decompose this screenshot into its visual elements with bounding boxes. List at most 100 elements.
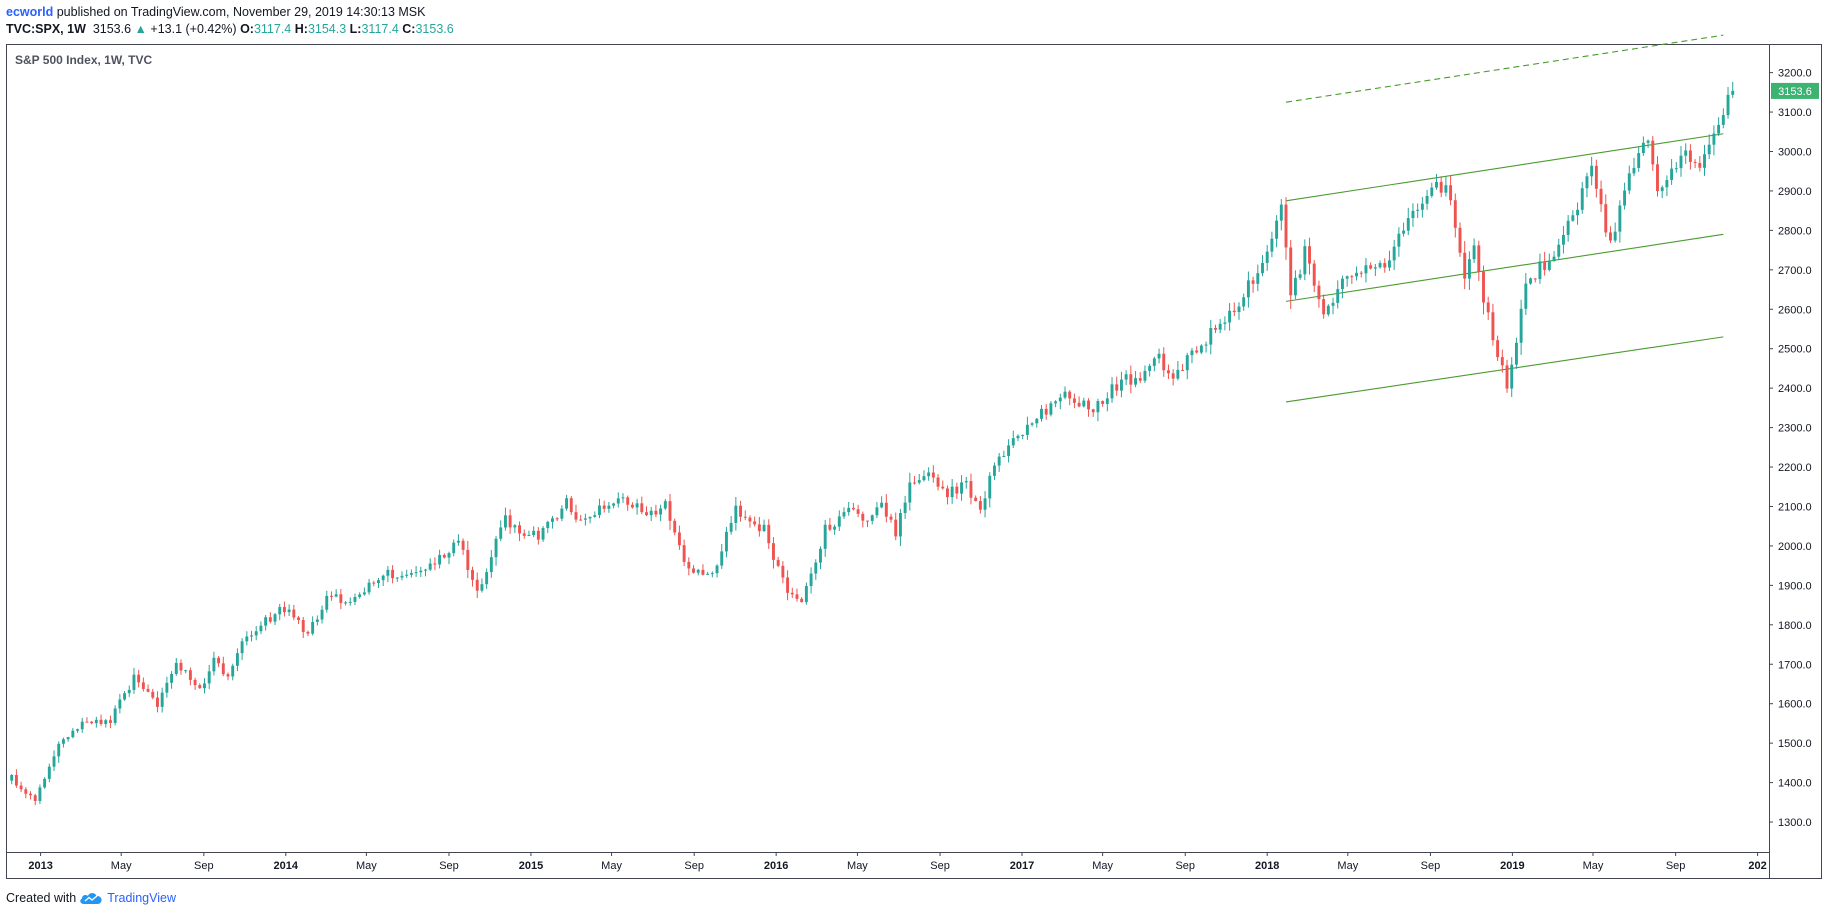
candle-down (1284, 204, 1288, 248)
tradingview-link[interactable]: TradingView (107, 891, 176, 905)
candle-up (503, 515, 507, 528)
candle-up (76, 729, 79, 731)
candle-up (1204, 344, 1208, 346)
candle-down (1491, 312, 1495, 341)
candle-up (334, 594, 338, 597)
price-tick-label: 1500.0 (1778, 738, 1812, 750)
candle-down (866, 520, 869, 522)
candle-down (1599, 188, 1603, 205)
price-axis[interactable]: 1300.0 1400.0 1500.0 1600.0 1700.0 1800.0 1900… (1769, 68, 1812, 829)
candle-up (1378, 263, 1382, 268)
dashed-trend-line[interactable] (1285, 34, 1724, 103)
candle-up (621, 497, 625, 499)
candle-up (583, 518, 587, 520)
candle-up (1223, 322, 1227, 324)
candle-up (1731, 90, 1735, 95)
candle-up (729, 522, 733, 532)
time-axis[interactable]: 2013 May Sep 2014 May Sep 2015 May Sep 2016 May Sep… (28, 852, 1767, 872)
candle-up (1124, 374, 1128, 380)
candle-up (203, 683, 206, 689)
candle-up (1397, 233, 1401, 247)
time-tick-label: May (1092, 860, 1113, 872)
price-tick-label: 2100.0 (1778, 501, 1812, 513)
candle-down (442, 554, 446, 558)
candle-up (706, 573, 710, 575)
candle-down (1072, 398, 1076, 403)
price-tick-label: 2400.0 (1778, 383, 1812, 395)
candle-down (1500, 357, 1504, 366)
candle-down (889, 516, 893, 520)
candle-down (955, 486, 959, 494)
candle-up (278, 607, 282, 615)
candle-down (1171, 373, 1175, 379)
low-label: L: (349, 22, 362, 36)
publish-line: ecworld published on TradingView.com, No… (6, 4, 425, 20)
candle-up (1472, 245, 1476, 260)
candle-up (1049, 403, 1053, 415)
candle-down (1486, 302, 1490, 313)
candle-up (1670, 168, 1674, 181)
candle-up (724, 531, 728, 552)
candle-down (739, 505, 743, 517)
candle-up (870, 515, 874, 521)
candle-down (301, 620, 305, 632)
candle-up (1185, 355, 1189, 371)
candle-down (1101, 401, 1105, 404)
candle-down (1656, 164, 1659, 192)
candle-down (682, 545, 686, 562)
candle-down (1129, 374, 1133, 385)
candle-up (1425, 195, 1429, 204)
candle-up (273, 614, 277, 622)
candle-down (602, 505, 606, 509)
candle-down (861, 513, 865, 521)
candle-up (1082, 400, 1086, 407)
candle-down (1698, 162, 1702, 168)
time-tick-label: Sep (1666, 860, 1686, 872)
time-tick-label: May (111, 860, 132, 872)
candle-up (1246, 280, 1250, 298)
ohlc-legend: TVC:SPX, 1W 3153.6 ▲ +13.1 (+0.42%) O:31… (6, 21, 454, 37)
candle-down (748, 517, 752, 522)
price-tick-label: 2500.0 (1778, 344, 1812, 356)
candle-down (687, 561, 691, 569)
candle-up (1096, 401, 1100, 413)
candle-up (66, 737, 70, 740)
candle-down (391, 569, 395, 579)
candle-down (772, 543, 775, 560)
candle-up (10, 775, 14, 781)
candle-down (1609, 232, 1612, 241)
channel-line[interactable] (1285, 336, 1724, 403)
candle-up (1054, 401, 1058, 404)
candle-up (118, 699, 122, 709)
candle-up (71, 730, 75, 738)
candle-up (1402, 230, 1406, 234)
time-tick-label: Sep (930, 860, 950, 872)
candle-up (513, 525, 517, 528)
candle-up (1411, 210, 1415, 219)
high-label: H: (294, 22, 308, 36)
candle-down (743, 516, 747, 518)
price-tick-label: 2700.0 (1778, 265, 1812, 277)
price-tick-label: 2800.0 (1778, 225, 1812, 237)
low-value: 3117.4 (361, 22, 399, 36)
candle-up (1336, 289, 1340, 303)
candle-up (696, 569, 700, 573)
candle-up (1707, 144, 1711, 155)
channel-line[interactable] (1285, 133, 1724, 202)
candle-up (997, 456, 1001, 466)
candle-up (715, 565, 719, 574)
candle-up (903, 502, 907, 514)
candle-up (1420, 203, 1424, 210)
candle-down (198, 685, 202, 689)
candle-up (353, 596, 357, 602)
author-link[interactable]: ecworld (6, 5, 54, 19)
candle-up (1355, 272, 1359, 277)
price-tick-label: 1400.0 (1778, 778, 1812, 790)
candle-down (894, 519, 898, 537)
candle-up (1430, 187, 1434, 196)
candle-up (1016, 435, 1020, 439)
close-label: C: (402, 22, 416, 36)
candle-up (1538, 261, 1542, 280)
channel-line[interactable] (1285, 233, 1724, 302)
